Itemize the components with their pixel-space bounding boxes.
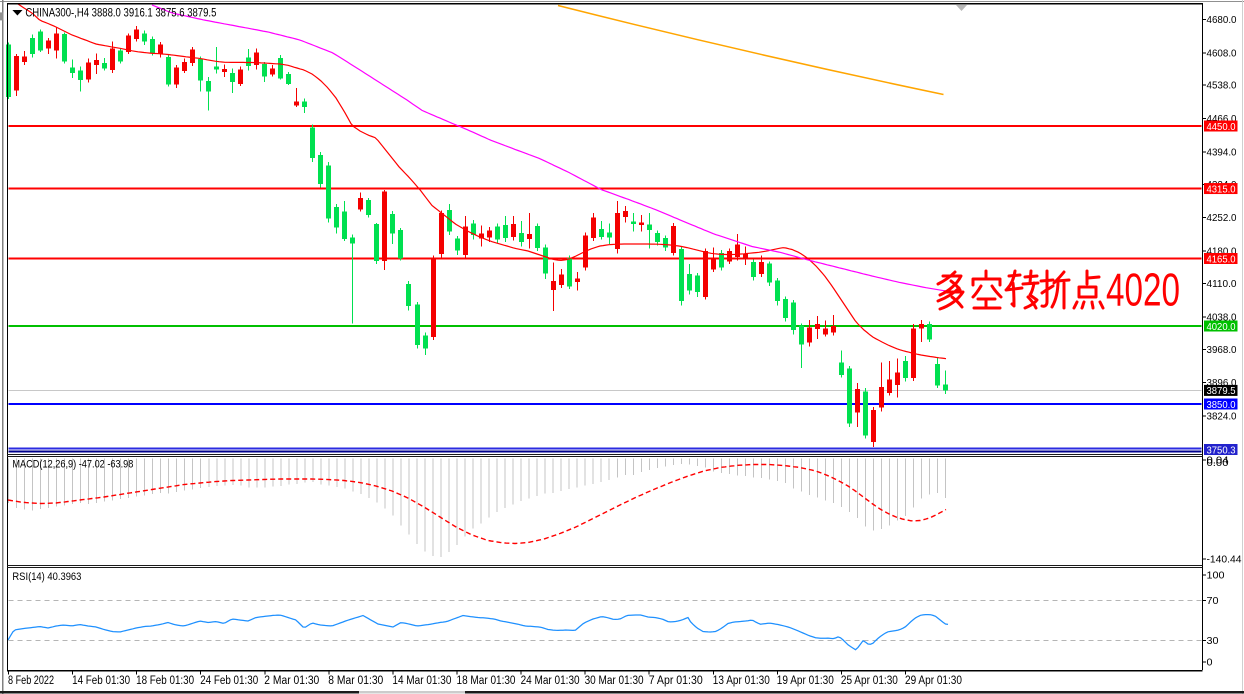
svg-text:4165.0: 4165.0 [1207, 253, 1236, 265]
svg-text:4538.0: 4538.0 [1207, 80, 1237, 92]
svg-text:8 Feb 2022: 8 Feb 2022 [8, 675, 54, 687]
svg-text:4038.0: 4038.0 [1207, 311, 1237, 323]
svg-text:29 Apr 01:30: 29 Apr 01:30 [905, 675, 962, 687]
svg-text:4315.0: 4315.0 [1207, 183, 1236, 195]
svg-text:0.00: 0.00 [1207, 457, 1229, 469]
svg-text:18 Mar 01:30: 18 Mar 01:30 [457, 675, 516, 687]
svg-text:8 Mar 01:30: 8 Mar 01:30 [328, 675, 383, 687]
svg-text:70: 70 [1207, 595, 1219, 607]
svg-text:24 Mar 01:30: 24 Mar 01:30 [521, 675, 580, 687]
svg-text:30 Mar 01:30: 30 Mar 01:30 [585, 675, 644, 687]
svg-text:25 Apr 01:30: 25 Apr 01:30 [841, 675, 898, 687]
svg-text:CHINA300-,H4 3888.0 3916.1 38: CHINA300-,H4 3888.0 3916.1 3875.6 3879.5 [25, 6, 216, 20]
svg-text:2 Mar 01:30: 2 Mar 01:30 [264, 675, 319, 687]
svg-text:3750.3: 3750.3 [1207, 444, 1236, 456]
svg-text:4608.0: 4608.0 [1207, 47, 1237, 59]
svg-text:14 Feb 01:30: 14 Feb 01:30 [72, 675, 130, 687]
svg-text:3824.0: 3824.0 [1207, 411, 1237, 423]
svg-text:3850.0: 3850.0 [1207, 399, 1236, 411]
svg-text:3879.5: 3879.5 [1207, 385, 1236, 397]
svg-text:24 Feb 01:30: 24 Feb 01:30 [200, 675, 258, 687]
svg-text:19 Apr 01:30: 19 Apr 01:30 [777, 675, 834, 687]
svg-text:4020: 4020 [1106, 264, 1180, 316]
svg-text:0.04: 0.04 [1207, 455, 1229, 467]
svg-text:7 Apr 01:30: 7 Apr 01:30 [649, 675, 703, 687]
svg-text:0: 0 [1207, 657, 1213, 669]
svg-text:14 Mar 01:30: 14 Mar 01:30 [392, 675, 451, 687]
svg-text:4020.0: 4020.0 [1207, 321, 1236, 333]
svg-text:13 Apr 01:30: 13 Apr 01:30 [713, 675, 770, 687]
svg-text:4450.0: 4450.0 [1207, 121, 1236, 133]
svg-text:RSI(14) 40.3963: RSI(14) 40.3963 [12, 571, 81, 583]
svg-text:-140.44: -140.44 [1207, 554, 1242, 566]
svg-text:30: 30 [1207, 635, 1219, 647]
svg-text:3968.0: 3968.0 [1207, 344, 1237, 356]
svg-text:4110.0: 4110.0 [1207, 278, 1237, 290]
svg-text:4252.0: 4252.0 [1207, 212, 1237, 224]
svg-text:4680.0: 4680.0 [1207, 14, 1237, 26]
svg-text:MACD(12,26,9) -47.02 -63.98: MACD(12,26,9) -47.02 -63.98 [12, 459, 133, 471]
svg-text:100: 100 [1207, 570, 1225, 582]
svg-text:18 Feb 01:30: 18 Feb 01:30 [136, 675, 194, 687]
svg-text:4394.0: 4394.0 [1207, 146, 1237, 158]
